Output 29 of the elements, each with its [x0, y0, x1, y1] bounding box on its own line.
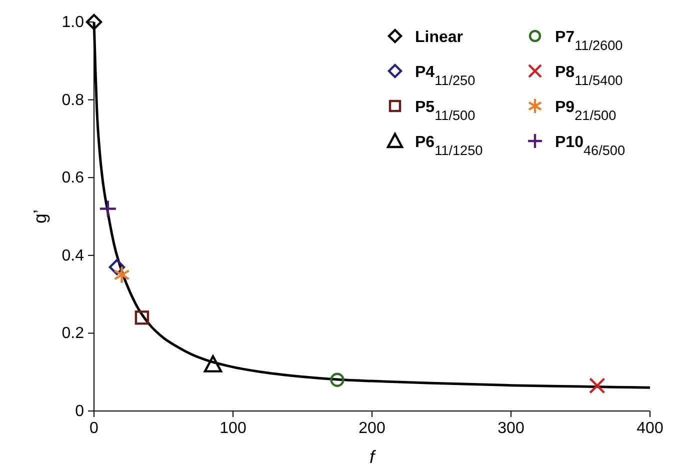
y-axis-title: g’: [30, 209, 50, 224]
legend-label: P6$_{11/1250}$: [415, 134, 484, 158]
legend-label: P8$_{11/5400}$: [555, 64, 624, 88]
legend-label: P9$_{21/500}$: [555, 99, 617, 122]
point: [86, 14, 102, 30]
point: [330, 372, 344, 387]
x-tick-label: 100: [220, 420, 246, 437]
x-tick-label: 400: [636, 420, 664, 437]
y-tick-label: 0: [75, 403, 84, 420]
x-tick-label: 300: [498, 420, 524, 437]
legend-label: Linear: [415, 29, 464, 46]
legend-label: P10$_{46/500}$: [555, 134, 626, 158]
legend-label: P5$_{11/500}$: [415, 99, 476, 122]
y-tick-label: 0.4: [62, 247, 84, 264]
point: [589, 378, 606, 394]
point: [134, 310, 150, 325]
point: [204, 355, 222, 372]
y-tick-label: 0.6: [62, 170, 84, 187]
y-tick-label: 0.2: [62, 325, 84, 342]
legend-label: P7$_{11/2600}$: [555, 29, 624, 52]
x-axis-title: f: [369, 447, 376, 467]
legend-label: P4$_{11/250}$: [415, 64, 476, 88]
point: [114, 266, 130, 284]
x-tick-label: 0: [90, 420, 99, 437]
y-tick-label: 0.8: [62, 92, 84, 109]
point: [108, 258, 126, 276]
y-tick-label: 1.0: [62, 14, 84, 31]
x-tick-label: 200: [358, 420, 386, 437]
point: [98, 200, 117, 218]
